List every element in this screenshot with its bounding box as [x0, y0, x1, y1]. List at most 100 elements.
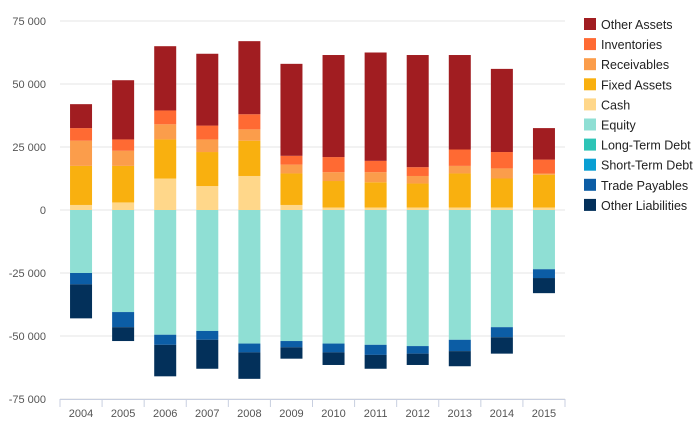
- bar-inventories-2007[interactable]: [196, 125, 219, 140]
- bar-fixed-assets-2006[interactable]: [154, 139, 177, 179]
- bar-cash-2006[interactable]: [154, 178, 177, 211]
- legend-item-long-term-debt[interactable]: Long-Term Debt: [584, 138, 691, 153]
- legend-item-inventories[interactable]: Inventories: [584, 38, 662, 52]
- bar-trade-payables-2009[interactable]: [280, 341, 303, 348]
- bar-other-liabilities-2005[interactable]: [112, 327, 135, 342]
- bar-inventories-2011[interactable]: [364, 160, 387, 173]
- bar-equity-2013[interactable]: [448, 210, 471, 340]
- bar-other-liabilities-2007[interactable]: [196, 339, 219, 369]
- bar-fixed-assets-2014[interactable]: [490, 178, 513, 208]
- bar-other-assets-2012[interactable]: [406, 55, 429, 168]
- bar-receivables-2014[interactable]: [490, 168, 513, 179]
- bar-inventories-2014[interactable]: [490, 152, 513, 169]
- bar-receivables-2006[interactable]: [154, 124, 177, 140]
- bar-other-liabilities-2015[interactable]: [532, 278, 555, 294]
- bar-other-liabilities-2010[interactable]: [322, 352, 345, 365]
- bar-receivables-2013[interactable]: [448, 165, 471, 174]
- bar-other-liabilities-2012[interactable]: [406, 353, 429, 365]
- bar-other-assets-2005[interactable]: [112, 80, 135, 140]
- bar-equity-2009[interactable]: [280, 210, 303, 342]
- bar-equity-2004[interactable]: [70, 210, 93, 273]
- bar-receivables-2015[interactable]: [532, 173, 555, 175]
- bar-trade-payables-2006[interactable]: [154, 334, 177, 345]
- bar-fixed-assets-2015[interactable]: [532, 174, 555, 208]
- bar-other-liabilities-2011[interactable]: [364, 354, 387, 369]
- bar-cash-2005[interactable]: [112, 202, 135, 210]
- bar-inventories-2005[interactable]: [112, 139, 135, 151]
- bar-cash-2009[interactable]: [280, 204, 303, 210]
- bar-other-liabilities-2013[interactable]: [448, 351, 471, 367]
- bar-trade-payables-2013[interactable]: [448, 339, 471, 352]
- bar-trade-payables-2008[interactable]: [238, 343, 261, 353]
- bar-trade-payables-2014[interactable]: [490, 327, 513, 338]
- bar-trade-payables-2010[interactable]: [322, 343, 345, 353]
- bar-receivables-2012[interactable]: [406, 175, 429, 184]
- bar-fixed-assets-2008[interactable]: [238, 140, 261, 176]
- legend-item-other-assets[interactable]: Other Assets: [584, 18, 673, 32]
- bar-other-assets-2010[interactable]: [322, 55, 345, 158]
- bar-other-assets-2004[interactable]: [70, 104, 93, 129]
- bar-receivables-2005[interactable]: [112, 150, 135, 166]
- bar-receivables-2009[interactable]: [280, 164, 303, 174]
- legend-item-fixed-assets[interactable]: Fixed Assets: [584, 78, 672, 92]
- bar-inventories-2013[interactable]: [448, 149, 471, 166]
- bar-receivables-2008[interactable]: [238, 129, 261, 141]
- bar-inventories-2009[interactable]: [280, 155, 303, 165]
- bar-other-assets-2009[interactable]: [280, 63, 303, 156]
- bar-cash-2012[interactable]: [406, 207, 429, 210]
- bar-cash-2004[interactable]: [70, 204, 93, 210]
- bar-equity-2008[interactable]: [238, 210, 261, 344]
- legend-item-cash[interactable]: Cash: [584, 98, 630, 112]
- bar-inventories-2008[interactable]: [238, 114, 261, 130]
- bar-fixed-assets-2011[interactable]: [364, 182, 387, 208]
- bar-inventories-2012[interactable]: [406, 167, 429, 176]
- bar-other-assets-2014[interactable]: [490, 68, 513, 153]
- bar-receivables-2011[interactable]: [364, 172, 387, 183]
- bar-cash-2015[interactable]: [532, 207, 555, 210]
- bar-equity-2015[interactable]: [532, 210, 555, 270]
- bar-trade-payables-2007[interactable]: [196, 330, 219, 340]
- bar-cash-2013[interactable]: [448, 207, 471, 210]
- bar-equity-2007[interactable]: [196, 210, 219, 331]
- bar-other-assets-2007[interactable]: [196, 53, 219, 126]
- legend-item-short-term-debt[interactable]: Short-Term Debt: [584, 158, 693, 173]
- bar-equity-2005[interactable]: [112, 210, 135, 313]
- bar-other-liabilities-2014[interactable]: [490, 337, 513, 354]
- legend-item-equity[interactable]: Equity: [584, 118, 636, 133]
- bar-fixed-assets-2009[interactable]: [280, 173, 303, 205]
- bar-other-assets-2008[interactable]: [238, 41, 261, 115]
- bar-equity-2006[interactable]: [154, 210, 177, 335]
- bar-fixed-assets-2007[interactable]: [196, 152, 219, 187]
- bar-trade-payables-2004[interactable]: [70, 273, 93, 285]
- bar-trade-payables-2015[interactable]: [532, 269, 555, 279]
- bar-other-assets-2011[interactable]: [364, 52, 387, 161]
- bar-equity-2012[interactable]: [406, 210, 429, 347]
- bar-trade-payables-2005[interactable]: [112, 312, 135, 328]
- bar-other-liabilities-2008[interactable]: [238, 352, 261, 379]
- bar-inventories-2004[interactable]: [70, 128, 93, 141]
- bar-receivables-2007[interactable]: [196, 139, 219, 153]
- bar-receivables-2010[interactable]: [322, 172, 345, 182]
- bar-other-assets-2013[interactable]: [448, 55, 471, 150]
- bar-fixed-assets-2013[interactable]: [448, 173, 471, 208]
- bar-other-liabilities-2006[interactable]: [154, 344, 177, 377]
- bar-fixed-assets-2010[interactable]: [322, 181, 345, 208]
- legend-item-trade-payables[interactable]: Trade Payables: [584, 178, 688, 193]
- bar-trade-payables-2011[interactable]: [364, 344, 387, 355]
- bar-trade-payables-2012[interactable]: [406, 346, 429, 354]
- bar-other-liabilities-2009[interactable]: [280, 347, 303, 359]
- legend-item-other-liabilities[interactable]: Other Liabilities: [584, 198, 687, 213]
- bar-equity-2014[interactable]: [490, 210, 513, 328]
- bar-cash-2011[interactable]: [364, 207, 387, 210]
- bar-cash-2008[interactable]: [238, 175, 261, 210]
- bar-inventories-2015[interactable]: [532, 159, 555, 174]
- bar-other-liabilities-2004[interactable]: [70, 284, 93, 319]
- bar-fixed-assets-2004[interactable]: [70, 165, 93, 205]
- bar-other-assets-2015[interactable]: [532, 128, 555, 160]
- legend-item-receivables[interactable]: Receivables: [584, 58, 669, 72]
- bar-equity-2011[interactable]: [364, 210, 387, 345]
- bar-other-assets-2006[interactable]: [154, 46, 177, 111]
- bar-inventories-2010[interactable]: [322, 157, 345, 173]
- bar-inventories-2006[interactable]: [154, 110, 177, 125]
- bar-fixed-assets-2005[interactable]: [112, 165, 135, 203]
